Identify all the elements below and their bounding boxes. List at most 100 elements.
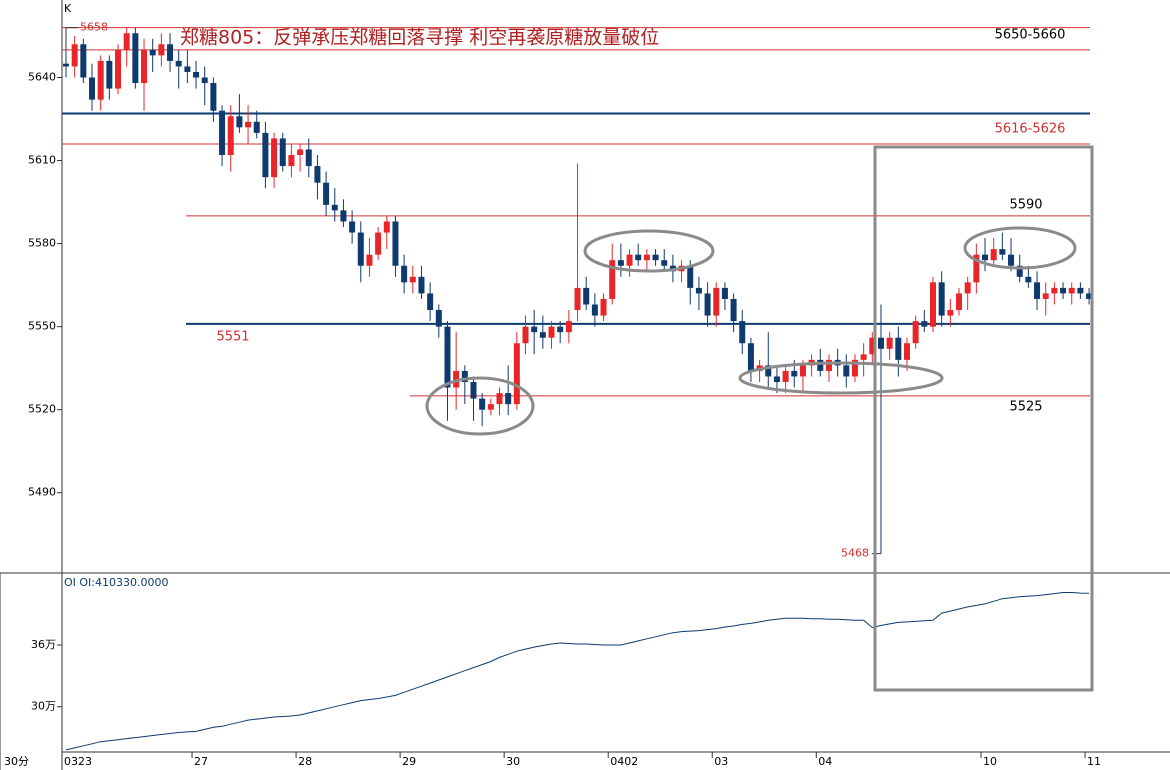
candle-body	[539, 332, 546, 338]
candle-body	[747, 343, 754, 371]
candle-body	[210, 83, 217, 111]
candle-body	[522, 326, 529, 344]
candle-body	[721, 287, 728, 299]
marks: 5640 5610 5580 5550 5520 5490 36万 30万 0323 27 28 29…	[28, 21, 1101, 768]
candle-body	[340, 210, 347, 222]
candle-body	[687, 265, 694, 288]
candle-body	[635, 254, 642, 261]
candle-body	[930, 282, 936, 327]
candle-body	[1051, 287, 1058, 294]
candle-body	[903, 343, 910, 360]
y-tick-label: 5550	[28, 320, 56, 333]
candle-body	[886, 337, 893, 349]
candle-body	[1008, 254, 1015, 266]
x-tick-label: 04	[818, 755, 832, 768]
candle-body	[643, 254, 650, 261]
candle-body	[305, 149, 312, 167]
x-tick-label: 27	[194, 755, 208, 768]
candle-body	[1068, 287, 1075, 294]
candle-body	[591, 304, 598, 316]
candle-body	[869, 337, 876, 355]
y-tick-label: 36万	[31, 638, 56, 651]
candle-body	[271, 138, 278, 178]
candle-body	[245, 121, 252, 128]
candle-body	[479, 398, 486, 410]
candle-body	[470, 382, 477, 399]
candle-body	[97, 60, 104, 100]
candle-body	[427, 293, 434, 311]
candle-body	[1086, 293, 1093, 299]
panel-label: K	[64, 2, 72, 15]
x-tick-label: 30	[506, 755, 520, 768]
candle-body	[392, 221, 399, 266]
candle-body	[288, 155, 295, 167]
candle-body	[860, 354, 867, 360]
level-label: 5590	[1009, 198, 1042, 213]
candle-body	[531, 326, 538, 333]
candle-body	[132, 33, 139, 84]
candle-body	[1016, 265, 1023, 277]
candle-body	[730, 298, 737, 322]
candle-body	[817, 359, 824, 371]
level-label: 5525	[1009, 400, 1042, 415]
candle-body	[175, 60, 182, 67]
candle-body	[773, 376, 780, 382]
candle-body	[375, 232, 382, 255]
candle-body	[513, 343, 520, 405]
candle-body	[141, 49, 148, 84]
candle-body	[461, 370, 468, 382]
zone-label: 5616-5626	[995, 122, 1066, 137]
candle-body	[219, 110, 226, 156]
candle-body	[1077, 287, 1084, 294]
highlight-ellipse	[963, 226, 1077, 270]
candle-body	[496, 393, 503, 405]
candle-body	[713, 287, 720, 316]
candle-body	[418, 276, 425, 294]
candle-body	[574, 287, 581, 311]
candle-body	[262, 132, 269, 178]
candle-body	[71, 44, 78, 67]
oi-line	[65, 592, 1090, 751]
candle-body	[982, 254, 989, 261]
candle-body	[253, 121, 260, 133]
candle-body	[123, 33, 130, 50]
candle-body	[947, 310, 954, 316]
candle-body	[956, 293, 963, 311]
candle-body	[227, 116, 234, 156]
candle-body	[652, 254, 659, 261]
candle-body	[279, 138, 286, 167]
high-label: 5658	[80, 21, 108, 34]
level-label: 5551	[216, 330, 249, 345]
candle-body	[435, 310, 442, 327]
candle-body	[964, 282, 971, 294]
y-tick-label: 5490	[28, 486, 56, 499]
candle-body	[626, 254, 633, 266]
highlight-ellipse	[583, 229, 715, 273]
candle-body	[331, 204, 338, 211]
candle-body	[1025, 276, 1032, 283]
candle-body	[704, 293, 711, 316]
x-tick-label: 29	[402, 755, 416, 768]
candle-body	[236, 116, 243, 128]
candle-body	[557, 326, 564, 333]
candle-body	[843, 365, 850, 377]
x-tick-label: 03	[714, 755, 728, 768]
candle-body	[1042, 293, 1049, 299]
candle-body	[938, 282, 945, 316]
candle-body	[921, 321, 928, 327]
zone-label: 5650-5660	[995, 28, 1066, 43]
candle-body	[565, 321, 572, 333]
x-tick-label: 0323	[64, 755, 92, 768]
candle-body	[409, 276, 416, 283]
x-tick-label: 11	[1087, 755, 1101, 768]
candle-body	[193, 71, 200, 78]
candle-body	[617, 260, 624, 266]
candle-body	[973, 254, 980, 283]
candle-body	[505, 393, 512, 405]
candle-body	[149, 49, 156, 56]
y-tick-label: 5580	[28, 237, 56, 250]
y-tick-label: 5610	[28, 154, 56, 167]
candle-body	[851, 359, 858, 377]
x-tick-label: 10	[983, 755, 997, 768]
